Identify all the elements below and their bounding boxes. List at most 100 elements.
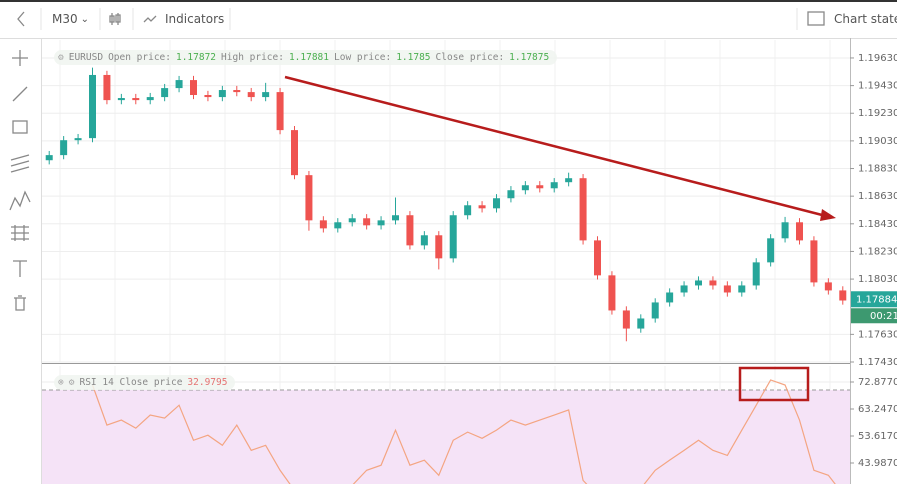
legend-label: Open price: xyxy=(108,52,171,63)
y-tick-label: 1.19630 xyxy=(858,53,897,64)
rsi-line xyxy=(91,379,836,484)
candle-body xyxy=(521,185,529,191)
candle-body xyxy=(493,198,500,209)
y-tick-label: 63.2470 xyxy=(858,404,897,415)
candle-body xyxy=(579,178,587,241)
rsi-legend: ⊗ ⚙ RSI 14 Close price 32.9795 xyxy=(54,375,236,390)
candle-body xyxy=(550,182,558,189)
price-plot xyxy=(45,67,847,342)
countdown: 00:21 xyxy=(870,311,897,322)
candle-body xyxy=(622,310,630,329)
candle-body xyxy=(89,74,96,139)
chart-state-icon xyxy=(807,11,825,26)
candle-body xyxy=(695,280,702,286)
candle-body xyxy=(334,222,342,229)
candle-body xyxy=(666,292,674,303)
y-tick-label: 1.18230 xyxy=(858,246,897,257)
last-price-tag xyxy=(851,291,897,308)
symbol: EURUSD xyxy=(68,52,104,63)
axes: 1.19630 1.19430 1.19230 1.19030 1.18830 1.186… xyxy=(850,53,897,469)
candle-body xyxy=(723,285,731,293)
indicators-button[interactable]: Indicators xyxy=(165,0,224,38)
legend-label: High price: xyxy=(221,52,284,63)
rsi-title: RSI 14 Close price xyxy=(79,377,183,388)
back-button[interactable] xyxy=(17,11,25,27)
fib-tool[interactable] xyxy=(11,225,29,241)
indicators-icon xyxy=(143,15,157,23)
timeframe-selector[interactable]: M30 ⌄ xyxy=(52,0,89,38)
y-tick-label: 1.18430 xyxy=(858,219,897,230)
text-tool[interactable] xyxy=(13,260,27,277)
candle-body xyxy=(839,290,847,301)
candle-body xyxy=(218,90,226,98)
legend-value: 1.1785 xyxy=(396,52,431,63)
channel-tool[interactable] xyxy=(10,154,30,173)
chart-type-button[interactable] xyxy=(109,13,121,25)
y-tick-label: 1.18830 xyxy=(858,164,897,175)
y-tick-label: 72.8770 xyxy=(858,377,897,388)
y-tick-label: 1.18630 xyxy=(858,191,897,202)
pattern-tool[interactable] xyxy=(9,190,31,211)
candle-body xyxy=(767,238,775,263)
candle-body xyxy=(406,215,414,246)
candle-body xyxy=(536,185,544,189)
candle-body xyxy=(161,88,169,98)
arrow-head xyxy=(820,209,836,221)
candle-body xyxy=(781,222,789,239)
close-icon[interactable]: ⊗ xyxy=(58,377,64,388)
legend-value: 1.17875 xyxy=(509,52,550,63)
y-tick-label: 1.17630 xyxy=(858,329,897,340)
candle-body xyxy=(305,175,313,221)
candle-body xyxy=(709,280,717,286)
rsi-plot xyxy=(42,379,850,484)
chevron: ⌄ xyxy=(80,13,90,25)
legend-value: 1.17881 xyxy=(288,52,329,63)
candle-body xyxy=(824,282,832,291)
legend-label: Low price: xyxy=(334,52,392,63)
timeframe[interactable]: M30 xyxy=(52,12,78,26)
rect-tool[interactable] xyxy=(12,120,28,134)
y-tick-label: 43.9870 xyxy=(858,458,897,469)
candle-body xyxy=(276,92,284,131)
candle-body xyxy=(74,138,82,141)
y-tick-label: 1.18030 xyxy=(858,274,897,285)
candle-body xyxy=(464,205,472,216)
price-legend: ⚙ EURUSD Open price: 1.17872 High price: 1.… xyxy=(54,50,558,65)
candle-body xyxy=(680,285,688,293)
chart-state-label[interactable]: Chart state xyxy=(834,12,897,26)
settings-icon[interactable]: ⚙ xyxy=(58,52,64,63)
candle-body xyxy=(247,92,255,98)
candle-body xyxy=(594,240,601,276)
y-tick-label: 1.19030 xyxy=(858,136,897,147)
chart-state-button[interactable]: Chart state xyxy=(834,0,897,38)
y-tick-label: 1.17430 xyxy=(858,357,897,368)
settings-icon[interactable]: ⚙ xyxy=(68,377,75,388)
candle-body xyxy=(117,98,125,101)
candle-body xyxy=(233,90,241,93)
crosshair-tool[interactable] xyxy=(12,50,28,66)
candle-body xyxy=(190,80,197,96)
countdown-tag xyxy=(851,308,897,324)
candle-body xyxy=(146,97,154,101)
candle-body xyxy=(507,190,515,199)
candle-body xyxy=(810,240,818,283)
candle-body xyxy=(449,215,457,259)
delete-tool[interactable] xyxy=(14,295,26,311)
sidebar-tools xyxy=(9,11,825,311)
trend-arrow xyxy=(284,75,827,218)
candle-body xyxy=(175,80,183,89)
candle-body xyxy=(420,235,428,246)
indicators-label[interactable]: Indicators xyxy=(165,12,225,26)
y-tick-label: 53.6170 xyxy=(858,431,897,442)
candle-body xyxy=(637,318,645,329)
rsi-band xyxy=(42,390,850,484)
candle-body xyxy=(262,92,270,98)
legend-value: 1.17872 xyxy=(175,52,217,63)
candle-body xyxy=(608,275,616,311)
toolbar-bg xyxy=(0,0,897,38)
candle-body xyxy=(435,235,443,259)
candle-body xyxy=(796,222,803,241)
candle-body xyxy=(60,140,68,156)
line-tool[interactable] xyxy=(12,86,28,102)
